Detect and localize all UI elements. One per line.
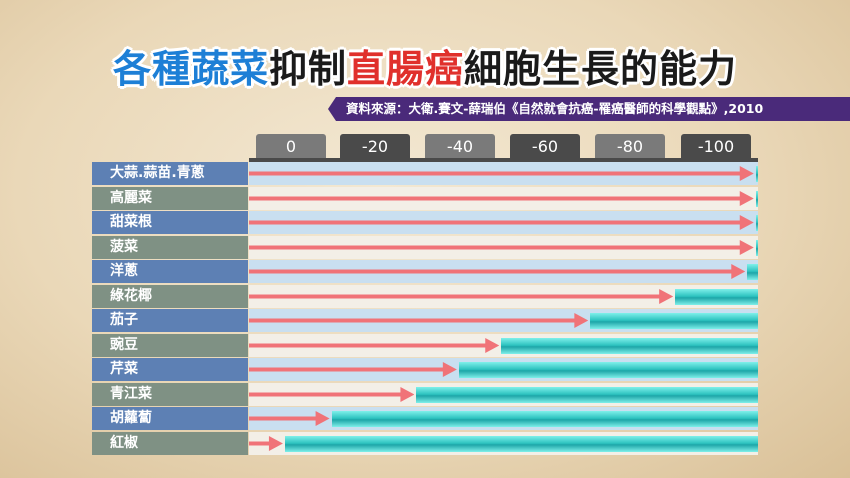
remainder-bar: [755, 166, 758, 182]
value-arrow: [249, 387, 415, 402]
title-part-cell-growth: 細胞生長的能力: [464, 47, 738, 91]
value-arrow: [249, 411, 330, 426]
tick-baseline: [249, 158, 758, 162]
tick-label: -100: [681, 134, 751, 159]
value-arrow: [249, 264, 746, 279]
tick-label: -40: [425, 134, 495, 159]
tick-label: 0: [256, 134, 326, 159]
remainder-bar: [501, 338, 758, 354]
category-label: 紅椒: [92, 432, 248, 455]
title-part-colorectal-cancer: 直腸癌: [347, 47, 465, 91]
tick-label: -20: [340, 134, 410, 159]
category-label: 豌豆: [92, 334, 248, 357]
value-arrow: [249, 166, 754, 181]
category-label: 洋蔥: [92, 260, 248, 283]
remainder-bar: [590, 313, 758, 329]
remainder-bar: [675, 289, 758, 305]
category-label: 芹菜: [92, 358, 248, 381]
remainder-bar: [755, 240, 758, 256]
title-part-inhibit: 抑制: [268, 47, 347, 91]
category-label: 菠菜: [92, 236, 248, 259]
value-arrow: [249, 240, 754, 255]
tick-label: -80: [595, 134, 665, 159]
title-part-vegetables: 各種蔬菜: [112, 47, 269, 91]
source-citation: 資料來源：大衛.賽文-薛瑞伯《自然就會抗癌-罹癌醫師的科學觀點》,2010: [328, 97, 850, 121]
remainder-bar: [755, 215, 758, 231]
value-arrow: [249, 215, 754, 230]
category-label: 胡蘿蔔: [92, 407, 248, 430]
category-label: 大蒜.蒜苗.青蔥: [92, 162, 248, 185]
category-label: 茄子: [92, 309, 248, 332]
category-label: 青江菜: [92, 383, 248, 406]
remainder-bar: [416, 387, 758, 403]
value-arrow: [249, 289, 674, 304]
category-label: 甜菜根: [92, 211, 248, 234]
remainder-bar: [747, 264, 758, 280]
value-arrow: [249, 313, 589, 328]
value-arrow: [249, 436, 283, 451]
remainder-bar: [331, 411, 758, 427]
remainder-bar: [755, 191, 758, 207]
tick-label: -60: [510, 134, 580, 159]
category-label: 高麗菜: [92, 187, 248, 210]
category-label: 綠花椰: [92, 285, 248, 308]
value-arrow: [249, 362, 457, 377]
remainder-bar: [284, 436, 758, 452]
value-arrow: [249, 338, 500, 353]
remainder-bar: [458, 362, 758, 378]
page-title: 各種蔬菜抑制直腸癌細胞生長的能力: [0, 38, 850, 93]
value-arrow: [249, 191, 754, 206]
